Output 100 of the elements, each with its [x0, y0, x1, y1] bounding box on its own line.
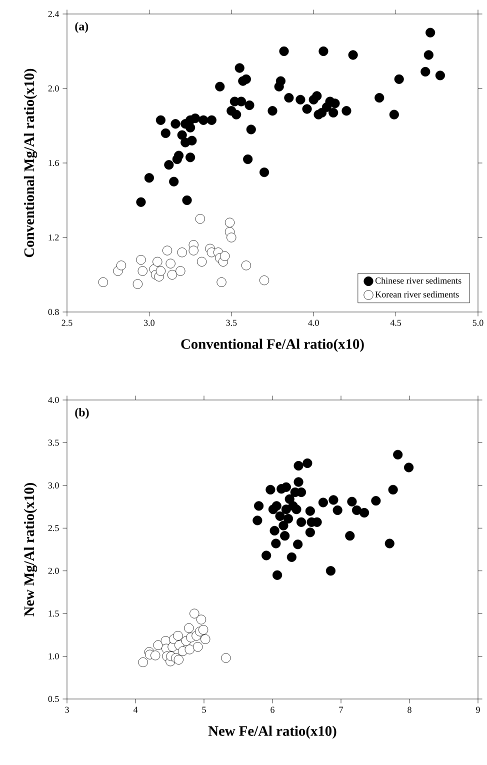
y-tick-label: 1.2: [48, 234, 59, 241]
point: [164, 160, 174, 170]
point: [182, 195, 192, 206]
x-axis-title: New Fe/Al ratio(x10): [208, 726, 336, 739]
x-tick-label: 3.5: [226, 320, 237, 326]
point: [156, 115, 166, 125]
point: [136, 197, 146, 207]
point: [342, 106, 352, 116]
y-tick-label: 1.0: [48, 653, 59, 660]
point: [271, 538, 281, 548]
point: [173, 630, 183, 641]
point: [426, 28, 436, 38]
point: [170, 119, 180, 129]
legend-label: Chinese river sediments: [375, 277, 462, 284]
y-tick-label: 1.5: [48, 610, 59, 617]
x-axis-title: Conventional Fe/Al ratio(x10): [181, 338, 364, 352]
point: [420, 66, 430, 77]
point: [116, 260, 126, 270]
x-tick-label: 5.0: [472, 320, 484, 326]
point: [244, 100, 254, 110]
point: [294, 477, 304, 487]
point: [348, 50, 358, 60]
point: [138, 266, 148, 276]
y-axis-title: New Mg/Al ratio(x10): [24, 482, 38, 616]
point: [172, 154, 182, 164]
point: [332, 505, 342, 515]
point: [371, 496, 381, 506]
x-tick-label: 9: [476, 706, 480, 713]
y-tick-label: 1.6: [48, 160, 59, 166]
point: [206, 115, 216, 125]
x-tick-label: 6: [270, 706, 274, 713]
point: [388, 484, 398, 494]
point: [278, 520, 288, 530]
point: [374, 93, 384, 103]
point: [259, 276, 270, 286]
point: [352, 505, 362, 515]
point: [232, 110, 242, 120]
x-tick-label: 8: [408, 706, 412, 713]
point: [318, 498, 328, 508]
point: [162, 246, 172, 256]
point: [220, 251, 230, 261]
point: [200, 634, 210, 644]
point: [174, 654, 184, 664]
point: [294, 460, 304, 471]
point: [296, 94, 306, 104]
point: [196, 614, 206, 624]
point: [281, 482, 292, 492]
point: [345, 531, 355, 541]
x-tick-label: 3: [65, 706, 69, 713]
point: [328, 108, 338, 118]
point: [292, 504, 302, 514]
point: [276, 76, 286, 86]
point: [280, 531, 290, 541]
point: [198, 624, 208, 635]
point: [236, 96, 246, 106]
point: [241, 260, 252, 270]
y-tick-label: 2.0: [48, 568, 59, 574]
point: [272, 570, 282, 580]
point: [190, 608, 200, 618]
point: [186, 152, 196, 162]
point: [302, 458, 312, 468]
point: [177, 248, 187, 258]
point: [393, 450, 403, 460]
point: [138, 657, 148, 668]
point: [266, 484, 276, 494]
point: [184, 623, 194, 633]
point: [176, 266, 186, 276]
point: [160, 128, 170, 138]
point: [241, 74, 252, 84]
point: [284, 93, 294, 103]
point: [404, 462, 414, 472]
point: [98, 277, 108, 287]
point: [216, 277, 226, 287]
point: [305, 506, 315, 516]
y-tick-label: 3.0: [48, 482, 59, 488]
point: [234, 63, 244, 73]
y-tick-label: 2.5: [48, 525, 59, 532]
y-tick-label: 2.4: [48, 10, 60, 18]
point: [293, 540, 303, 550]
point: [153, 640, 163, 650]
x-tick-label: 2.5: [62, 320, 72, 326]
point: [268, 106, 278, 116]
point: [224, 218, 235, 228]
point: [150, 650, 160, 660]
point: [389, 110, 399, 120]
point: [347, 496, 357, 506]
annotation: (a): [75, 22, 88, 33]
point: [424, 50, 434, 60]
point: [328, 495, 338, 505]
point: [177, 130, 187, 140]
point: [186, 122, 196, 132]
point: [215, 82, 225, 92]
point: [384, 538, 394, 548]
y-tick-label: 2.0: [48, 85, 59, 92]
point: [167, 270, 178, 280]
x-tick-label: 5: [202, 706, 206, 713]
point: [272, 501, 282, 511]
y-tick-label: 0.8: [48, 308, 59, 316]
point: [221, 653, 231, 663]
point: [156, 266, 166, 276]
